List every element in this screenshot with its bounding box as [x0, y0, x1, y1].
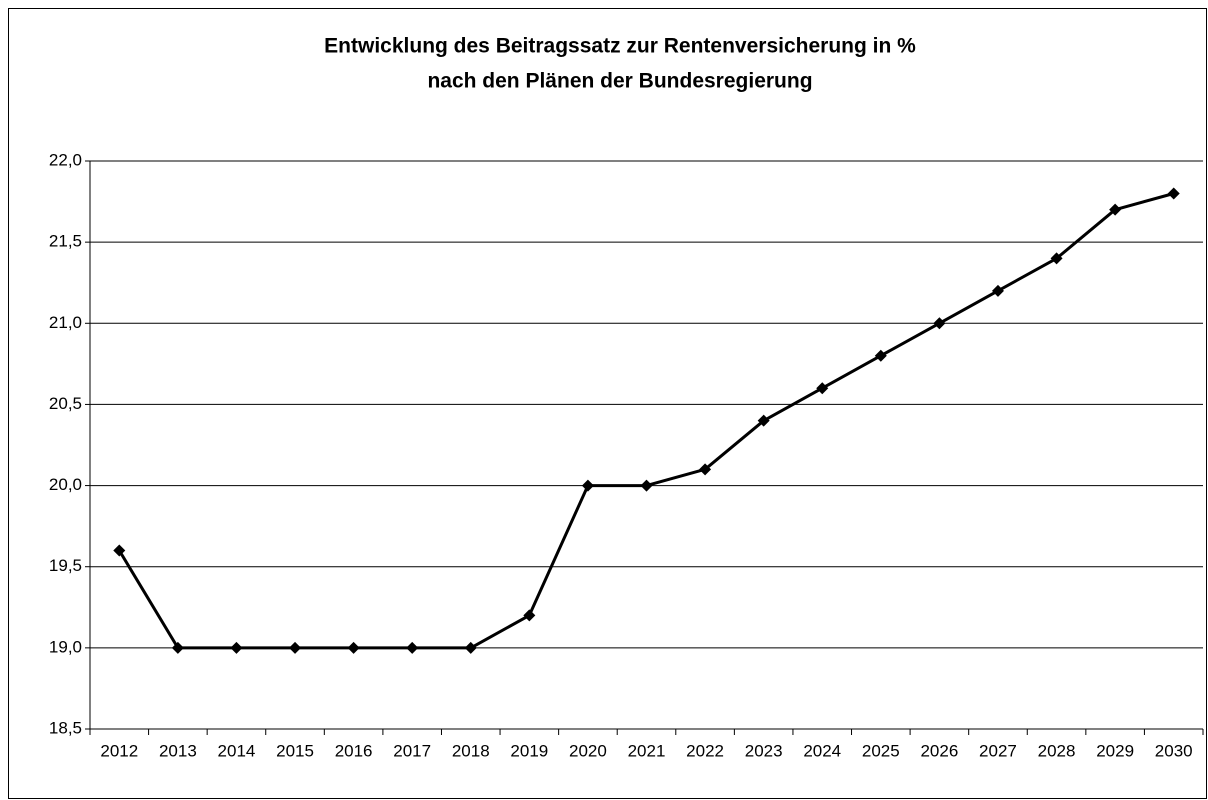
- x-tick-label: 2016: [335, 741, 373, 760]
- x-tick-label: 2026: [920, 741, 958, 760]
- data-point: [523, 609, 536, 622]
- x-tick-label: 2019: [510, 741, 548, 760]
- y-tick-label: 20,0: [49, 475, 82, 494]
- x-tick-label: 2015: [276, 741, 314, 760]
- y-tick-label: 21,0: [49, 313, 82, 332]
- x-tick-label: 2013: [159, 741, 197, 760]
- x-tick-label: 2012: [100, 741, 138, 760]
- data-point: [757, 414, 770, 427]
- y-tick-label: 22,0: [49, 150, 82, 169]
- chart-title: Entwicklung des Beitragssatz zur Rentenv…: [324, 35, 916, 58]
- x-tick-label: 2029: [1096, 741, 1134, 760]
- data-point: [816, 382, 829, 395]
- x-tick-label: 2018: [452, 741, 490, 760]
- x-tick-label: 2014: [218, 741, 256, 760]
- data-point: [406, 641, 419, 654]
- chart-subtitle: nach den Plänen der Bundesregierung: [427, 70, 812, 93]
- data-point: [699, 463, 712, 476]
- data-point: [289, 641, 302, 654]
- data-point: [1167, 187, 1180, 200]
- x-tick-label: 2021: [628, 741, 666, 760]
- y-tick-label: 20,5: [49, 394, 82, 413]
- data-point: [640, 479, 653, 492]
- data-point: [1109, 203, 1122, 216]
- data-point: [464, 641, 477, 654]
- chart-border: [8, 8, 1207, 799]
- data-point: [113, 544, 126, 557]
- x-tick-label: 2017: [393, 741, 431, 760]
- x-tick-label: 2027: [979, 741, 1017, 760]
- y-tick-label: 21,5: [49, 232, 82, 251]
- data-point: [991, 284, 1004, 297]
- data-point: [230, 641, 243, 654]
- x-tick-label: 2024: [803, 741, 841, 760]
- data-point: [933, 317, 946, 330]
- x-tick-label: 2023: [745, 741, 783, 760]
- data-point: [874, 349, 887, 362]
- data-point: [1050, 252, 1063, 265]
- x-tick-label: 2030: [1155, 741, 1193, 760]
- x-tick-label: 2022: [686, 741, 724, 760]
- y-tick-label: 19,5: [49, 556, 82, 575]
- y-tick-label: 19,0: [49, 637, 82, 656]
- x-tick-label: 2025: [862, 741, 900, 760]
- x-tick-label: 2020: [569, 741, 607, 760]
- data-point: [347, 641, 360, 654]
- data-point: [581, 479, 594, 492]
- data-point: [171, 641, 184, 654]
- x-tick-label: 2028: [1038, 741, 1076, 760]
- y-tick-label: 18,5: [49, 718, 82, 737]
